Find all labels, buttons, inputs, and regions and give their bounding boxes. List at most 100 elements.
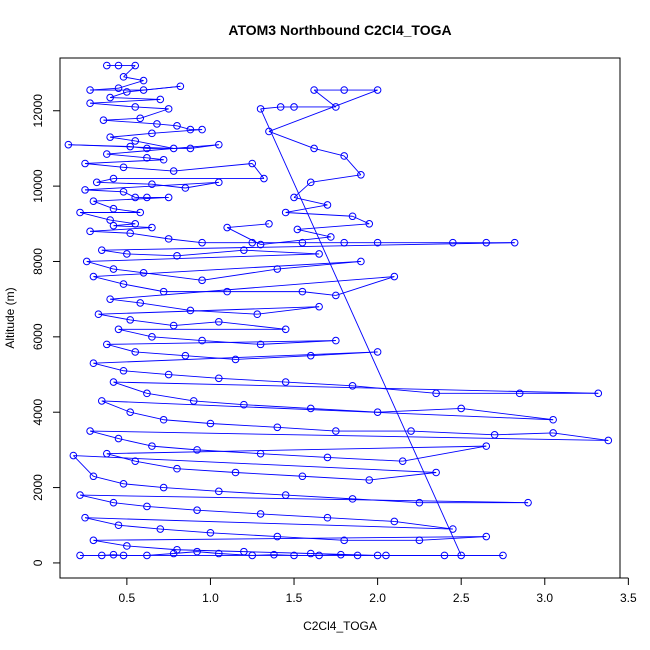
data-point: [256, 105, 265, 113]
data-point: [215, 487, 223, 496]
y-tick-label: 0: [31, 559, 45, 566]
data-point: [298, 472, 307, 481]
data-point: [159, 483, 168, 492]
series-segment: [168, 374, 219, 379]
data-point: [106, 295, 114, 303]
series-lines: [68, 65, 609, 556]
y-tick-label: 10000: [31, 169, 45, 203]
data-point: [253, 310, 262, 319]
data-point: [156, 95, 165, 104]
data-point: [97, 551, 106, 560]
series-segment: [106, 153, 147, 159]
data-point: [186, 306, 195, 315]
series-segment: [90, 227, 152, 232]
data-point: [206, 528, 215, 537]
series-segment: [135, 140, 174, 149]
data-point: [260, 174, 268, 183]
data-point: [594, 389, 603, 398]
data-point: [76, 208, 84, 217]
data-point: [515, 389, 524, 398]
data-point: [482, 238, 491, 247]
series-segment: [110, 97, 161, 100]
series-segment: [89, 430, 119, 440]
data-point: [143, 551, 151, 560]
data-point: [159, 155, 168, 164]
data-point: [176, 82, 185, 91]
y-tick-label: 12000: [31, 94, 45, 128]
series-segment: [101, 242, 515, 251]
y-tick-label: 6000: [31, 323, 45, 350]
series-segment: [285, 204, 328, 213]
data-point: [206, 419, 215, 428]
data-point: [332, 291, 340, 300]
y-tick-label: 8000: [31, 248, 45, 275]
series-segment: [260, 108, 462, 556]
series-segment: [103, 117, 141, 121]
series-segment: [173, 321, 219, 326]
series-segment: [106, 144, 219, 155]
series-segment: [90, 230, 131, 234]
data-point: [482, 532, 491, 541]
data-point: [223, 223, 231, 232]
data-point: [89, 197, 98, 205]
data-point: [240, 400, 248, 409]
data-point: [143, 389, 151, 398]
series-segment: [197, 509, 261, 515]
data-point: [340, 152, 348, 160]
data-point: [159, 287, 168, 296]
series-segment: [110, 219, 136, 225]
series-segment: [285, 381, 353, 387]
series-segment: [86, 253, 320, 262]
data-point: [449, 525, 457, 533]
series-segment: [218, 553, 253, 556]
data-point: [382, 551, 390, 560]
data-point: [256, 240, 265, 249]
data-point: [323, 201, 332, 209]
y-axis-label: Altitude (m): [3, 287, 17, 348]
data-point: [126, 408, 135, 417]
data-point: [148, 180, 156, 189]
series-segment: [106, 340, 336, 345]
series-segment: [85, 189, 124, 193]
data-point: [89, 359, 98, 368]
data-point: [276, 103, 285, 111]
series-segment: [302, 475, 370, 481]
data-point: [332, 427, 340, 435]
data-point: [169, 321, 178, 330]
series-segment: [146, 392, 194, 402]
series-segment: [118, 524, 161, 530]
data-point: [136, 208, 145, 217]
data-point: [109, 498, 118, 507]
data-point: [131, 348, 140, 356]
data-point: [143, 193, 151, 202]
data-point: [109, 221, 118, 230]
data-point: [270, 550, 278, 559]
series-segment: [96, 181, 152, 185]
data-point: [97, 246, 106, 254]
series-segment: [123, 283, 164, 293]
data-point: [499, 551, 507, 560]
x-tick-label: 0.5: [119, 591, 136, 605]
series-segment: [377, 407, 462, 413]
data-point: [139, 86, 148, 94]
data-point: [373, 551, 382, 560]
series-segment: [118, 438, 153, 447]
data-point: [248, 551, 257, 560]
data-point: [119, 187, 128, 196]
series-segment: [123, 370, 169, 375]
data-point: [97, 397, 106, 405]
data-point: [290, 193, 298, 202]
data-point: [273, 423, 282, 432]
series-segment: [140, 108, 169, 119]
data-point: [240, 547, 248, 556]
series-segment: [176, 249, 244, 257]
series-segment: [123, 65, 136, 78]
data-point: [106, 133, 114, 141]
data-point: [76, 491, 84, 499]
data-point: [92, 178, 101, 187]
data-point: [482, 442, 491, 450]
series-segment: [113, 381, 148, 394]
series-segment: [130, 146, 147, 149]
series-segment: [260, 236, 331, 245]
series-segment: [123, 191, 136, 198]
